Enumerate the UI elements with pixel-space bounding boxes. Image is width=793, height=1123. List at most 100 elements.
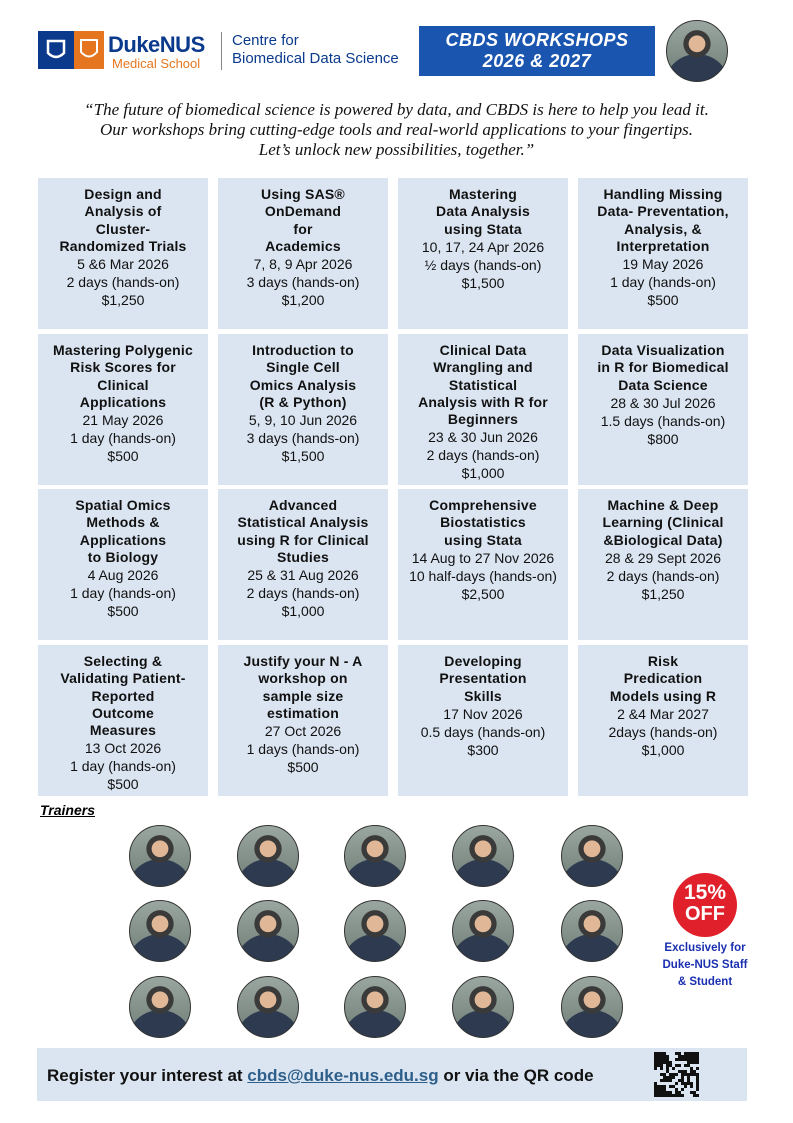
workshop-duration: ½ days (hands-on) — [424, 256, 542, 273]
workshop-title: Wrangling and — [433, 359, 533, 376]
workshop-title: Outcome — [91, 704, 155, 721]
qr-module — [666, 1091, 669, 1094]
qr-module — [687, 1058, 690, 1061]
trainer-photo — [561, 900, 623, 962]
quote-line: Let’s unlock new possibilities, together… — [258, 140, 535, 159]
qr-module — [666, 1079, 669, 1082]
qr-module — [687, 1082, 690, 1085]
footer-before: Register your interest at — [47, 1066, 248, 1085]
centre-name: Centre for Biomedical Data Science — [232, 32, 399, 68]
workshop-card: Selecting & Validating Patient- Reported Ou… — [38, 645, 208, 796]
workshop-title: Data Analysis — [436, 203, 530, 220]
workshop-price: $300 — [467, 741, 499, 758]
workshop-title: Data Visualization — [601, 342, 725, 358]
workshop-title: Analysis with R for — [418, 393, 548, 410]
workshop-title: for — [293, 220, 313, 237]
qr-module — [675, 1088, 678, 1091]
workshop-price: $1,000 — [281, 603, 325, 620]
qr-module — [690, 1070, 693, 1073]
trainer-photo — [237, 976, 299, 1038]
qr-module — [678, 1091, 681, 1094]
workshop-duration: 3 days (hands-on) — [246, 430, 360, 447]
qr-module — [657, 1091, 660, 1094]
workshop-duration: 3 days (hands-on) — [246, 274, 360, 291]
workshop-card: Developing Presentation Skills 17 Nov 2026 0… — [398, 645, 568, 796]
workshop-title: Comprehensive — [429, 497, 537, 513]
workshop-duration: 1.5 days (hands-on) — [600, 412, 726, 429]
qr-module — [657, 1085, 660, 1088]
qr-module — [660, 1088, 663, 1091]
email-link[interactable]: cbds@duke-nus.edu.sg — [247, 1066, 439, 1085]
workshop-duration: 1 day (hands-on) — [70, 585, 176, 602]
workshop-price: $500 — [647, 292, 679, 309]
workshop-date: 7, 8, 9 Apr 2026 — [253, 256, 353, 273]
workshop-card: Using SAS® OnDemand for Academics 7, 8, 9 Ap… — [218, 178, 388, 329]
badge-note-line: Exclusively for — [664, 942, 746, 954]
workshop-title: Statistical Analysis — [237, 514, 369, 531]
workshop-title: Reported — [91, 687, 155, 704]
logo-text: DukeNUS — [108, 32, 205, 58]
qr-module — [669, 1094, 672, 1097]
workshop-title: Applications — [79, 531, 167, 548]
workshop-duration: 2 days (hands-on) — [426, 447, 540, 464]
separator — [221, 32, 222, 70]
qr-module — [678, 1079, 681, 1082]
workshop-card: Introduction to Single Cell Omics Analysis… — [218, 334, 388, 485]
qr-module — [684, 1058, 687, 1061]
workshop-date: 23 & 30 Jun 2026 — [428, 429, 538, 446]
qr-module — [681, 1073, 684, 1076]
workshop-title: Models using R — [609, 687, 717, 704]
qr-module — [660, 1067, 663, 1070]
qr-module — [690, 1085, 693, 1088]
qr-module — [654, 1058, 657, 1061]
workshop-title: Mastering — [449, 186, 517, 202]
workshop-title: Learning (Clinical — [602, 514, 724, 531]
workshop-date: 27 Oct 2026 — [264, 723, 342, 740]
trainer-photo — [344, 900, 406, 962]
qr-module — [681, 1058, 684, 1061]
qr-module — [687, 1055, 690, 1058]
qr-module — [660, 1064, 663, 1067]
qr-module — [654, 1082, 657, 1085]
qr-module — [696, 1079, 699, 1082]
qr-module — [696, 1067, 699, 1070]
qr-module — [666, 1064, 669, 1067]
workshop-card: Comprehensive Biostatistics using Stata 14 … — [398, 489, 568, 640]
qr-module — [678, 1052, 681, 1055]
workshop-title: using R for Clinical — [237, 531, 369, 548]
qr-module — [669, 1091, 672, 1094]
qr-module — [657, 1055, 660, 1058]
qr-module — [690, 1052, 693, 1055]
qr-module — [681, 1079, 684, 1082]
qr-module — [693, 1070, 696, 1073]
qr-module — [684, 1082, 687, 1085]
workshop-title: Handling Missing — [603, 186, 723, 202]
qr-module — [690, 1082, 693, 1085]
workshop-card: Advanced Statistical Analysis using R for … — [218, 489, 388, 640]
workshop-title: Interpretation — [616, 237, 710, 254]
qr-module — [660, 1055, 663, 1058]
trainer-photo — [561, 976, 623, 1038]
qr-module — [687, 1061, 690, 1064]
qr-module — [684, 1055, 687, 1058]
workshop-title: Risk — [647, 653, 679, 669]
workshop-title: Presentation — [439, 670, 527, 687]
qr-module — [669, 1064, 672, 1067]
qr-module — [654, 1055, 657, 1058]
workshop-title: in R for Biomedical — [597, 359, 729, 376]
qr-module — [678, 1070, 681, 1073]
workshop-title: Cluster- — [95, 220, 151, 237]
qr-module — [675, 1052, 678, 1055]
workshop-date: 5, 9, 10 Jun 2026 — [248, 412, 358, 429]
workshop-title: Methods & — [86, 514, 160, 531]
workshop-price: $1,500 — [281, 448, 325, 465]
workshop-card: Handling Missing Data- Preventation, Analy… — [578, 178, 748, 329]
workshop-date: 4 Aug 2026 — [87, 567, 159, 584]
workshop-title: Clinical Data — [439, 342, 527, 358]
qr-module — [660, 1091, 663, 1094]
quote-line: Our workshops bring cutting-edge tools a… — [100, 120, 693, 139]
workshop-card: Data Visualization in R for Biomedical Dat… — [578, 334, 748, 485]
workshop-title: Applications — [79, 393, 167, 410]
trainer-photo — [452, 825, 514, 887]
